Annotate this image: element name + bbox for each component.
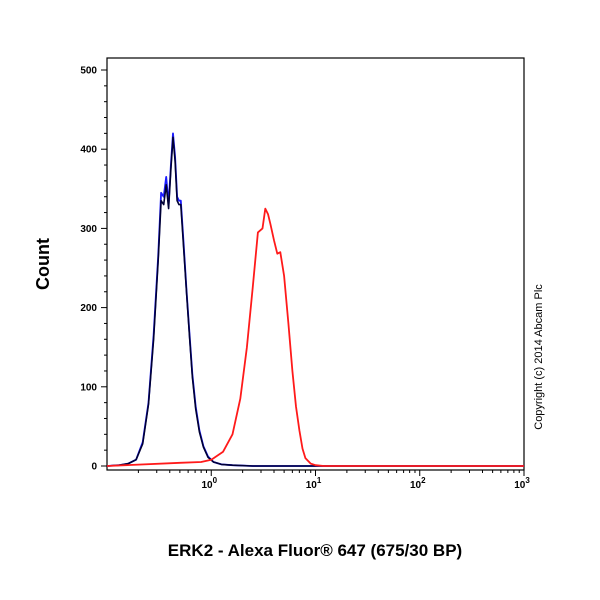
x-tick-label: 103 <box>514 476 530 491</box>
x-tick-base: 10 <box>201 480 213 491</box>
histogram-line-3 <box>106 207 524 467</box>
x-tick-label: 101 <box>306 476 322 491</box>
y-axis: 0 100 200 300 400 500 <box>80 66 107 473</box>
x-tick-base: 10 <box>514 480 526 491</box>
series-group <box>106 132 524 467</box>
x-tick-label: 100 <box>201 476 217 491</box>
x-axis: 100 101 102 103 <box>137 470 530 491</box>
x-tick-exponent: 3 <box>525 476 530 485</box>
x-tick-exponent: 2 <box>421 476 426 485</box>
histogram-line-2 <box>106 136 524 467</box>
x-axis-title: ERK2 - Alexa Fluor® 647 (675/30 BP) <box>168 541 462 560</box>
y-tick-label: 200 <box>80 303 97 314</box>
y-tick-label: 100 <box>80 382 97 393</box>
x-tick-label: 102 <box>410 476 426 491</box>
y-axis-title: Count <box>33 238 53 290</box>
x-tick-base: 10 <box>410 480 422 491</box>
y-tick-label: 400 <box>80 145 97 156</box>
x-tick-base: 10 <box>306 480 318 491</box>
copyright-text: Copyright (c) 2014 Abcam Plc <box>533 284 545 430</box>
y-tick-label: 500 <box>80 66 97 77</box>
x-tick-exponent: 0 <box>213 476 218 485</box>
x-tick-exponent: 1 <box>317 476 322 485</box>
y-tick-label: 300 <box>80 224 97 235</box>
y-tick-label: 0 <box>91 462 97 473</box>
plot-frame <box>106 57 525 471</box>
